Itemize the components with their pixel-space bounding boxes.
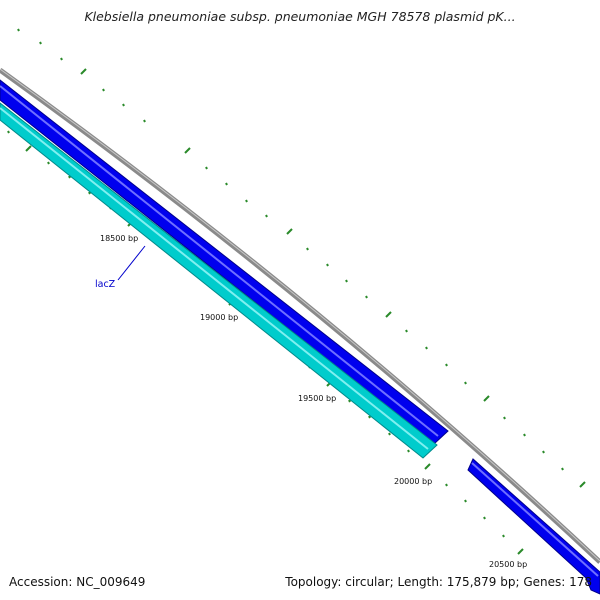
outer-tick [286,228,293,235]
scale-label-20000: 20000 bp [394,477,432,486]
inner-tick [25,145,32,152]
outer-tick [523,433,526,437]
inner-tick [445,483,448,487]
inner-tick [47,161,50,165]
outer-tick [205,166,208,170]
outer-tick [184,147,191,154]
outer-tick [425,346,428,350]
inner-tick [407,449,410,453]
outer-tick [445,363,448,367]
outer-tick [464,381,467,385]
scale-label-19500: 19500 bp [298,394,336,403]
outer-tick [385,311,392,318]
outer-scale-ticks [17,28,586,488]
outer-tick [405,329,408,333]
outer-tick [326,263,329,267]
outer-tick [39,41,42,45]
outer-tick [143,119,146,123]
outer-tick [561,467,564,471]
gene-arrow-blue-forward-highlight [471,462,599,577]
outer-tick [483,395,490,402]
inner-tick [88,191,91,195]
outer-tick [17,28,20,32]
outer-tick [542,450,545,454]
outer-tick [122,103,125,107]
gene-arrow-blue-forward[interactable] [467,458,600,595]
outer-tick [365,295,368,299]
scale-label-19000: 19000 bp [200,313,238,322]
inner-tick [7,130,10,134]
gene-arrow-blue-reverse-highlight [0,85,439,437]
inner-tick [483,516,486,520]
inner-tick [517,548,524,555]
inner-tick [68,175,71,179]
outer-tick [345,279,348,283]
outer-tick [579,481,586,488]
genome-backbone-highlight [0,68,600,562]
outer-tick [225,182,228,186]
scale-label-20500: 20500 bp [489,560,527,569]
outer-tick [60,57,63,61]
outer-tick [265,214,268,218]
genome-summary-text: Topology: circular; Length: 175,879 bp; … [285,575,592,589]
outer-tick [503,416,506,420]
inner-tick [502,534,505,538]
outer-tick [306,247,309,251]
inner-tick [348,399,351,403]
lacz-pointer-line [117,245,146,281]
genome-backbone [0,67,600,564]
inner-tick [368,415,371,419]
outer-tick [102,88,105,92]
gene-arrow-lacz-highlight [0,107,429,450]
outer-tick [245,199,248,203]
inner-scale-ticks [7,130,524,555]
map-title: Klebsiella pneumoniae subsp. pneumoniae … [84,9,516,24]
gene-label-lacz[interactable]: lacZ [95,279,116,290]
inner-tick [388,432,391,436]
inner-tick [464,499,467,503]
accession-text: Accession: NC_009649 [9,575,146,589]
scale-label-18500: 18500 bp [100,234,138,243]
outer-tick [80,68,87,75]
inner-tick [424,463,431,470]
